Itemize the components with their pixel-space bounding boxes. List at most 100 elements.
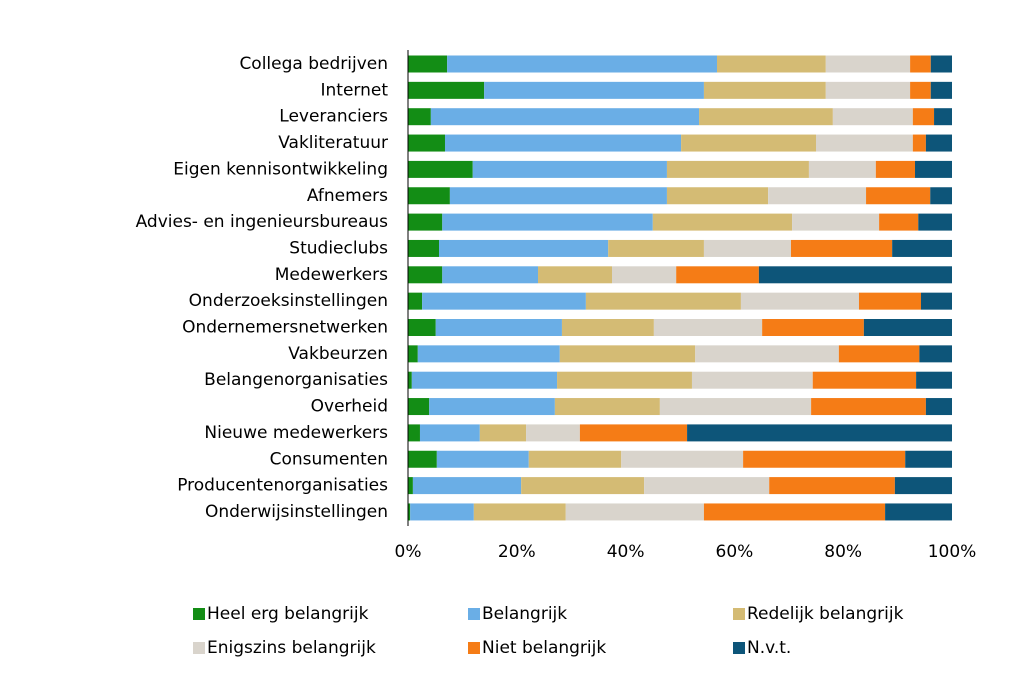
legend-label: Heel erg belangrijk [207, 604, 369, 624]
bar-segment [644, 477, 770, 495]
y-tick-label: Studieclubs [289, 238, 388, 258]
bar-segment [912, 108, 935, 126]
bar-segment [408, 239, 440, 257]
bar-segment [565, 503, 704, 521]
legend-label: N.v.t. [747, 638, 791, 658]
bar-segment [703, 81, 826, 99]
bar-segment [699, 108, 833, 126]
bar-segment [449, 187, 667, 205]
bar-segment [410, 503, 474, 521]
bar-segment [585, 292, 741, 310]
y-tick-label: Advies- en ingenieursbureaus [136, 212, 389, 232]
bar-segment [920, 292, 952, 310]
bar-segment [768, 187, 867, 205]
bar-segment [408, 55, 448, 73]
bar-segment [653, 319, 763, 336]
bar-segment [436, 450, 529, 468]
bar-segment [925, 134, 952, 152]
bar-segment [934, 108, 952, 126]
bar-segment [875, 160, 916, 178]
bar-segment [762, 319, 864, 336]
bar-segment [429, 398, 555, 416]
bar-segment [918, 213, 952, 231]
bar-segment [412, 477, 522, 495]
y-tick-label: Eigen kennisontwikkeling [173, 159, 388, 179]
bar-segment [419, 424, 480, 442]
bar-segment [442, 213, 653, 231]
bar-segment [790, 239, 893, 257]
bar-segment [435, 319, 562, 336]
bar-segment [792, 213, 880, 231]
bar-segment [652, 213, 793, 231]
bar-segment [910, 55, 931, 73]
bar-segment [528, 450, 622, 468]
bar-segment [879, 213, 919, 231]
bar-segment [408, 160, 473, 178]
legend-label: Belangrijk [482, 604, 567, 624]
bar-segment [816, 134, 913, 152]
bar-segment [408, 371, 412, 389]
bar-segment [916, 371, 952, 389]
bar-segment [716, 55, 826, 73]
bar-segment [666, 160, 809, 178]
legend-label: Redelijk belangrijk [747, 604, 904, 624]
bar-segment [925, 398, 952, 416]
bar-segment [838, 345, 920, 363]
bar-segment [691, 371, 813, 389]
bar-segment [554, 398, 660, 416]
bar-segment [863, 319, 952, 336]
bar-segment [442, 266, 539, 284]
bar-segment [526, 424, 580, 442]
bar-segment [676, 266, 759, 284]
legend-swatch [733, 608, 745, 620]
bar-segment [681, 134, 816, 152]
bar-segment [408, 81, 485, 99]
bar-segment [473, 503, 566, 521]
bar-segment [561, 319, 654, 336]
x-tick-label: 100% [928, 542, 977, 562]
x-tick-label: 40% [607, 542, 645, 562]
bar-segment [915, 160, 952, 178]
bar-segment [559, 345, 696, 363]
bar-segment [811, 398, 926, 416]
bar-segment [411, 371, 558, 389]
bar-segment [825, 55, 911, 73]
legend-swatch [468, 642, 480, 654]
bar-segment [608, 239, 704, 257]
legend-swatch [468, 608, 480, 620]
bar-segment [444, 134, 682, 152]
legend-swatch [733, 642, 745, 654]
bar-segment [703, 503, 886, 521]
x-tick-label: 80% [824, 542, 862, 562]
bar-segment [659, 398, 812, 416]
y-tick-label: Ondernemersnetwerken [182, 318, 388, 338]
bar-segment [408, 134, 445, 152]
bar-segment [408, 108, 431, 126]
y-tick-label: Onderwijsinstellingen [205, 502, 388, 522]
bar-segment [557, 371, 692, 389]
bar-segment [439, 239, 609, 257]
bar-segment [695, 345, 839, 363]
bar-segment [858, 292, 921, 310]
bar-segment [740, 292, 859, 310]
bar-segment [930, 55, 952, 73]
bar-segment [472, 160, 667, 178]
bar-segment [769, 477, 895, 495]
bar-segment [612, 266, 677, 284]
legend-swatch [193, 642, 205, 654]
bar-segment [930, 81, 952, 99]
bar-segment [408, 450, 437, 468]
bar-segment [894, 477, 952, 495]
bar-segment [408, 503, 411, 521]
bar-segment [408, 319, 436, 336]
bar-segment [885, 503, 952, 521]
bar-segment [666, 187, 769, 205]
y-tick-label: Internet [320, 80, 388, 100]
y-tick-label: Collega bedrijven [239, 54, 388, 74]
bar-segment [417, 345, 560, 363]
y-tick-label: Medewerkers [275, 265, 388, 285]
bar-segment [447, 55, 717, 73]
bar-segment [521, 477, 645, 495]
bar-segment [579, 424, 688, 442]
y-tick-label: Consumenten [270, 449, 388, 469]
